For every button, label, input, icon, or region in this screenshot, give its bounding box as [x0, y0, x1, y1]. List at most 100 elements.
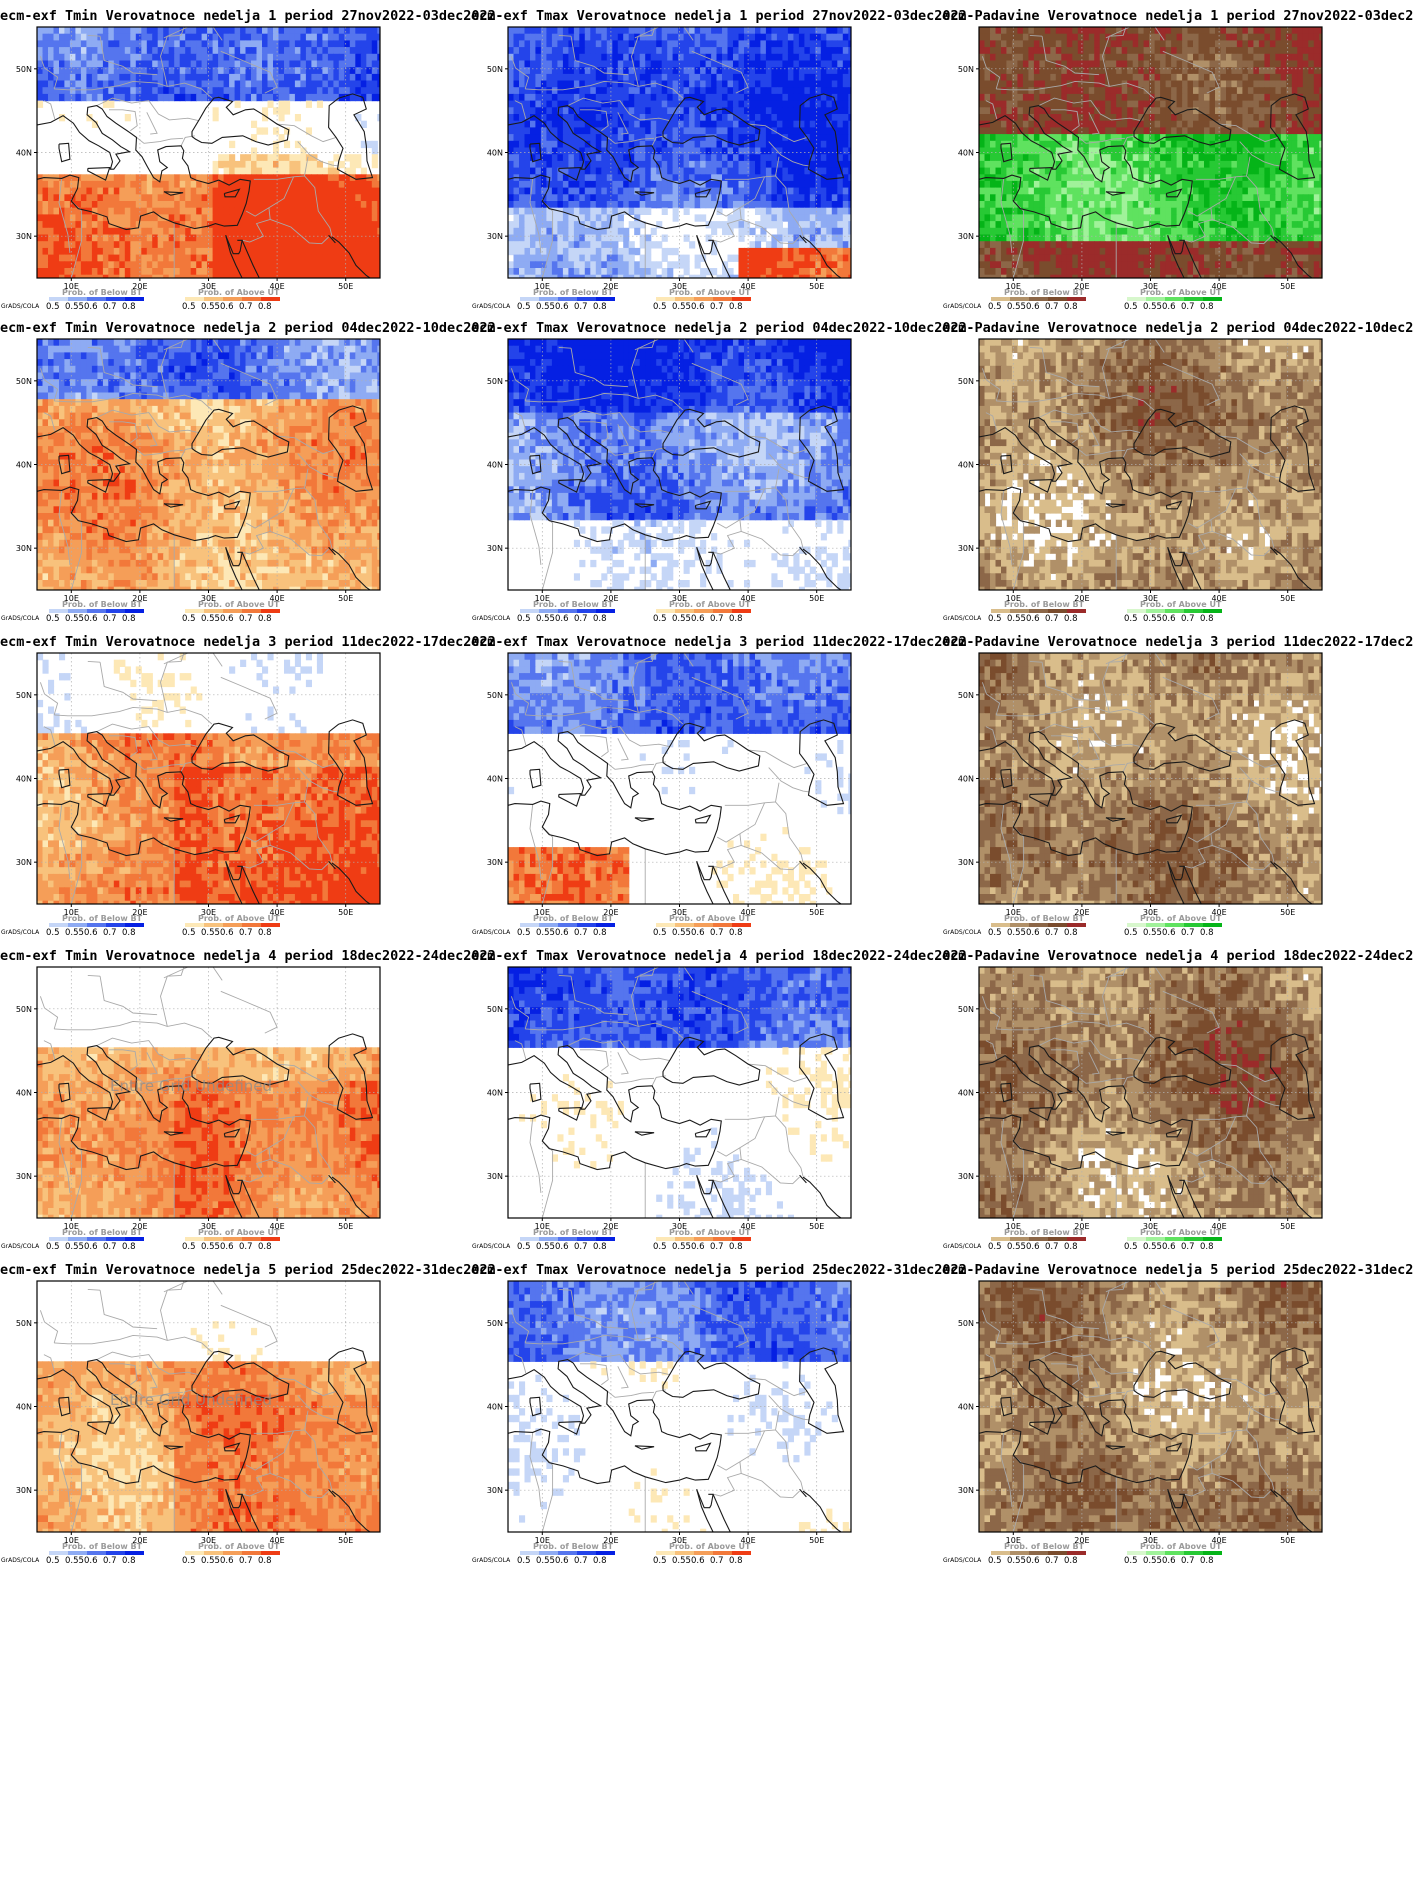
coastlines [37, 1033, 374, 1218]
above-legend-level: 0.7 [1181, 1556, 1195, 1566]
above-legend-swatch [1146, 297, 1165, 301]
graticule [508, 967, 851, 1218]
above-legend-level: 0.55 [1143, 1242, 1162, 1252]
below-legend-level: 0.7 [1045, 1242, 1059, 1252]
below-legend-level: 0.5 [988, 614, 1002, 624]
probability-cells [37, 653, 380, 904]
below-legend-swatch [520, 297, 539, 301]
above-legend-level: 0.8 [729, 928, 743, 938]
above-legend-swatch [1203, 923, 1222, 927]
above-legend-level: 0.5 [1124, 614, 1138, 624]
lon-tick-label: 30E [672, 1536, 687, 1545]
lon-tick-label: 50E [809, 908, 824, 917]
above-legend-level: 0.6 [691, 302, 705, 312]
below-legend-level: 0.7 [574, 928, 588, 938]
lon-tick-label: 20E [603, 594, 618, 603]
above-legend-swatch [204, 1237, 223, 1241]
above-legend-title: Prob. of Above UT [1140, 914, 1221, 923]
forecast-panel-precip-week-1: ecm-Padavine Verovatnoce nedelja 1 perio… [942, 0, 1413, 379]
lon-tick-label: 40E [740, 1536, 755, 1545]
graticule [979, 27, 1322, 278]
above-legend-level: 0.55 [1143, 928, 1162, 938]
above-legend-swatch [1165, 609, 1184, 613]
above-legend-level: 0.5 [1124, 1556, 1138, 1566]
above-legend-level: 0.6 [1162, 928, 1176, 938]
above-legend-level: 0.8 [1200, 302, 1214, 312]
below-legend-swatch [991, 923, 1010, 927]
lon-tick-label: 20E [132, 594, 147, 603]
above-legend-swatch [656, 297, 675, 301]
below-legend-swatch [991, 297, 1010, 301]
grads-credit: GrADS/COLA [1, 1243, 39, 1250]
lon-tick-label: 40E [269, 1222, 284, 1231]
above-legend-level: 0.55 [672, 1242, 691, 1252]
country-borders [510, 653, 810, 904]
lon-tick-label: 40E [740, 282, 755, 291]
above-legend-swatch [261, 1551, 280, 1555]
graticule [37, 967, 380, 1218]
lon-tick-label: 10E [1006, 282, 1021, 291]
above-legend-swatch [732, 609, 751, 613]
lat-tick-label: 50N [487, 377, 503, 386]
below-legend-level: 0.7 [103, 928, 117, 938]
above-legend-title: Prob. of Above UT [198, 914, 279, 923]
above-legend-level: 0.7 [239, 1556, 253, 1566]
below-legend-swatch [49, 609, 68, 613]
above-legend-level: 0.5 [653, 1556, 667, 1566]
above-legend-level: 0.7 [1181, 928, 1195, 938]
forecast-panel-tmin-week-3: ecm-exf Tmin Verovatnoce nedelja 3 perio… [0, 626, 496, 1005]
below-legend-swatch [49, 297, 68, 301]
lat-tick-label: 40N [16, 149, 32, 158]
above-legend-swatch [1146, 1551, 1165, 1555]
above-legend-title: Prob. of Above UT [669, 288, 750, 297]
lon-tick-label: 30E [201, 594, 216, 603]
above-legend-level: 0.7 [239, 928, 253, 938]
above-legend-level: 0.8 [1200, 614, 1214, 624]
forecast-panel-tmax-week-4: ecm-exf Tmax Verovatnoce nedelja 4 perio… [471, 940, 967, 1319]
above-legend-title: Prob. of Above UT [1140, 1228, 1221, 1237]
above-legend-level: 0.7 [1181, 302, 1195, 312]
above-legend-level: 0.7 [710, 1556, 724, 1566]
probability-map: 30N 40N 50N 10E 20E 30E 40E 50E [16, 966, 381, 1231]
below-legend-level: 0.55 [536, 1242, 555, 1252]
above-legend-level: 0.6 [220, 1556, 234, 1566]
lon-tick-label: 50E [809, 594, 824, 603]
lon-tick-label: 20E [603, 908, 618, 917]
lon-tick-label: 50E [1280, 908, 1295, 917]
coastlines [508, 1347, 845, 1532]
below-legend-level: 0.8 [593, 302, 607, 312]
panel-title: ecm-Padavine Verovatnoce nedelja 3 perio… [942, 634, 1413, 650]
above-legend-title: Prob. of Above UT [669, 914, 750, 923]
lon-tick-label: 10E [64, 1222, 79, 1231]
above-legend-swatch [1184, 1551, 1203, 1555]
grads-credit: GrADS/COLA [1, 615, 39, 622]
below-legend-title: Prob. of Below BT [62, 600, 142, 609]
above-legend-swatch [223, 297, 242, 301]
above-legend-swatch [1184, 609, 1203, 613]
coastlines [979, 93, 1316, 278]
below-legend-level: 0.7 [574, 614, 588, 624]
country-borders [981, 653, 1281, 904]
above-legend-swatch [1203, 1237, 1222, 1241]
below-legend-swatch [991, 609, 1010, 613]
above-legend-title: Prob. of Above UT [669, 1228, 750, 1237]
panel-title: ecm-exf Tmin Verovatnoce nedelja 4 perio… [0, 948, 496, 964]
below-legend-swatch [596, 1551, 615, 1555]
panel-title: ecm-Padavine Verovatnoce nedelja 2 perio… [942, 320, 1413, 336]
below-legend-title: Prob. of Below BT [533, 1542, 613, 1551]
grads-credit: GrADS/COLA [943, 303, 981, 310]
above-legend-level: 0.7 [239, 1242, 253, 1252]
probability-map: 30N 40N 50N 10E 20E 30E 40E 50E [487, 26, 852, 291]
below-legend-level: 0.5 [517, 614, 531, 624]
country-borders [981, 27, 1281, 278]
probability-cells [508, 653, 851, 904]
above-legend-title: Prob. of Above UT [198, 288, 279, 297]
above-legend-swatch [713, 923, 732, 927]
below-legend-level: 0.6 [84, 1242, 98, 1252]
grads-credit: GrADS/COLA [1, 303, 39, 310]
lon-tick-label: 20E [132, 1222, 147, 1231]
above-legend-level: 0.5 [182, 928, 196, 938]
below-legend-swatch [596, 923, 615, 927]
coastlines [37, 93, 374, 278]
above-legend-swatch [261, 297, 280, 301]
